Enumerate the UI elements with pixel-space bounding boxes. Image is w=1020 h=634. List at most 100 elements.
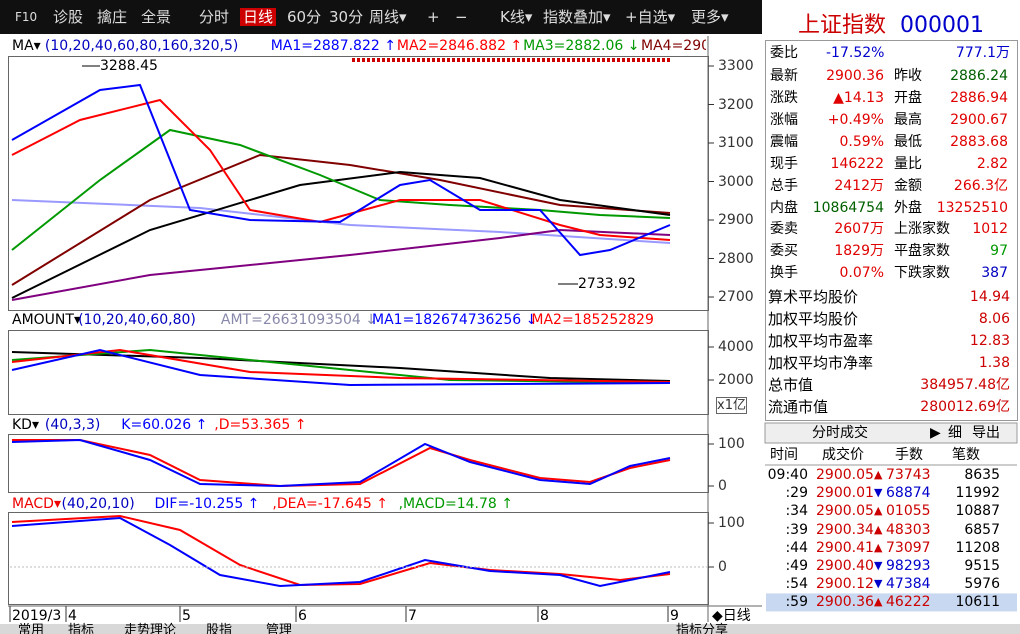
field-value: 2883.68 (950, 134, 1008, 150)
indicator-value: ,D=53.365 ↑ (214, 417, 307, 433)
date-label: 5 (182, 608, 191, 624)
price-ma-lines (11, 83, 671, 301)
period-label[interactable]: ◆日线 (712, 608, 751, 624)
date-label: 4 (68, 608, 77, 624)
toolbar-button[interactable]: 60分 (287, 8, 322, 26)
date-label: 6 (298, 608, 307, 624)
trades-button[interactable]: 导出 (972, 425, 1000, 441)
y-tick-label: 4000 (718, 339, 754, 355)
trade-price: 2900.05 (816, 503, 874, 520)
indicator-value: MA1=182674736256 ↓ (372, 312, 538, 328)
trades-button[interactable]: 细 (948, 425, 962, 441)
field-label: 换手 (770, 265, 798, 281)
column-header: 手数 (895, 447, 923, 463)
panel-frames (8, 36, 762, 622)
high-annotation: 3288.45 (100, 58, 158, 74)
trade-volume: 46222 (886, 594, 931, 611)
stat-value: 280012.69亿 (920, 399, 1010, 415)
y-tick-label: 3100 (718, 135, 754, 151)
bottom-tab[interactable]: 指标 (68, 623, 95, 634)
indicator-name[interactable]: MA▾ (12, 38, 41, 54)
field-label: 上涨家数 (894, 221, 950, 237)
trade-count: 10887 (955, 503, 1000, 520)
field-value: -17.52% (826, 45, 885, 61)
field-value: 146222 (830, 156, 884, 172)
toolbar-button[interactable]: 指数叠加▾ (543, 8, 611, 26)
toolbar-button[interactable]: +自选▾ (625, 8, 676, 26)
trade-volume: 68874 (886, 485, 931, 502)
stat-value: 14.94 (969, 289, 1010, 305)
toolbar-button[interactable]: F10 (15, 10, 38, 24)
indicator-name[interactable]: MACD▾ (12, 496, 61, 512)
y-tick-label: 2900 (718, 212, 754, 228)
y-tick-label: 100 (718, 436, 745, 452)
kd-lines (11, 438, 671, 488)
field-label: 开盘 (894, 90, 922, 106)
field-value: 97 (990, 243, 1008, 259)
field-label: 委卖 (770, 221, 798, 237)
toolbar-button[interactable]: 周线▾ (369, 8, 407, 26)
toolbar-button[interactable]: K线▾ (500, 8, 533, 26)
toolbar-button[interactable]: + (427, 8, 440, 26)
field-label: 内盘 (770, 200, 798, 216)
bottom-tab[interactable]: 管理 (266, 623, 293, 634)
volume-lines (11, 348, 671, 387)
toolbar-button[interactable]: 诊股 (53, 8, 84, 26)
field-label: 涨跌 (770, 90, 798, 106)
toolbar-button[interactable]: 日线 (240, 8, 277, 26)
field-value: 2900.67 (950, 112, 1008, 128)
trade-time: :29 (785, 485, 808, 502)
indicator-name[interactable]: AMOUNT▾ (12, 312, 81, 328)
trade-direction: ▲ (874, 595, 883, 609)
trade-price: 2900.41 (816, 539, 874, 556)
indicator-value: MA1=2887.822 ↑ (270, 38, 396, 54)
macd-lines (11, 514, 671, 588)
trades-button[interactable]: ▶ (930, 425, 941, 441)
field-value: 1829万 (834, 243, 884, 259)
field-label: 外盘 (894, 200, 922, 216)
bottom-tab[interactable]: 指标分享 (676, 623, 729, 634)
trade-count: 11992 (955, 485, 1000, 502)
quote-frame (765, 40, 1018, 421)
trade-count: 11208 (955, 539, 1000, 556)
field-value: 1012 (972, 221, 1008, 237)
trade-direction: ▲ (874, 504, 883, 518)
indicator-name[interactable]: KD▾ (12, 417, 39, 433)
trade-count: 9515 (964, 558, 1000, 574)
bottom-bar (762, 624, 1020, 634)
field-value: 10864754 (812, 200, 884, 216)
quote-bg (762, 0, 1020, 634)
field-value: 13252510 (936, 200, 1008, 216)
toolbar-button[interactable]: − (455, 8, 468, 26)
field-value: +0.49% (827, 112, 884, 128)
trade-volume: 98293 (886, 558, 931, 574)
toolbar-bg (0, 0, 762, 34)
field-label: 总手 (770, 178, 798, 194)
bottom-bar (0, 624, 762, 634)
indicator-value: K=60.026 ↑ (121, 417, 208, 433)
toolbar-button[interactable]: 擒庄 (97, 8, 128, 26)
field-label: 最低 (894, 134, 922, 150)
field-value: 0.59% (839, 134, 884, 150)
bottom-tab[interactable]: 常用 (18, 623, 45, 634)
trade-price: 2900.36 (816, 594, 874, 611)
toolbar-button[interactable]: 全景 (141, 8, 172, 26)
trade-count: 10611 (955, 594, 1000, 611)
toolbar-button[interactable]: 更多▾ (691, 8, 729, 26)
field-value: ▲14.13 (833, 90, 884, 106)
toolbar-button[interactable]: 分时 (199, 8, 230, 26)
toolbar-button[interactable]: 30分 (329, 8, 364, 26)
trade-volume: 73097 (886, 539, 931, 556)
trade-price: 2900.34 (816, 521, 874, 538)
field-label: 平盘家数 (894, 243, 950, 259)
trade-price: 2900.40 (816, 558, 874, 574)
stat-label: 总市值 (768, 376, 814, 394)
field-value: 387 (981, 265, 1008, 281)
field-label: 昨收 (894, 68, 922, 84)
y-tick-label: 3300 (718, 58, 754, 74)
bottom-tab[interactable]: 走势理论 (124, 623, 177, 634)
bottom-tab[interactable]: 股指 (206, 623, 233, 634)
trade-volume: 01055 (886, 503, 931, 520)
